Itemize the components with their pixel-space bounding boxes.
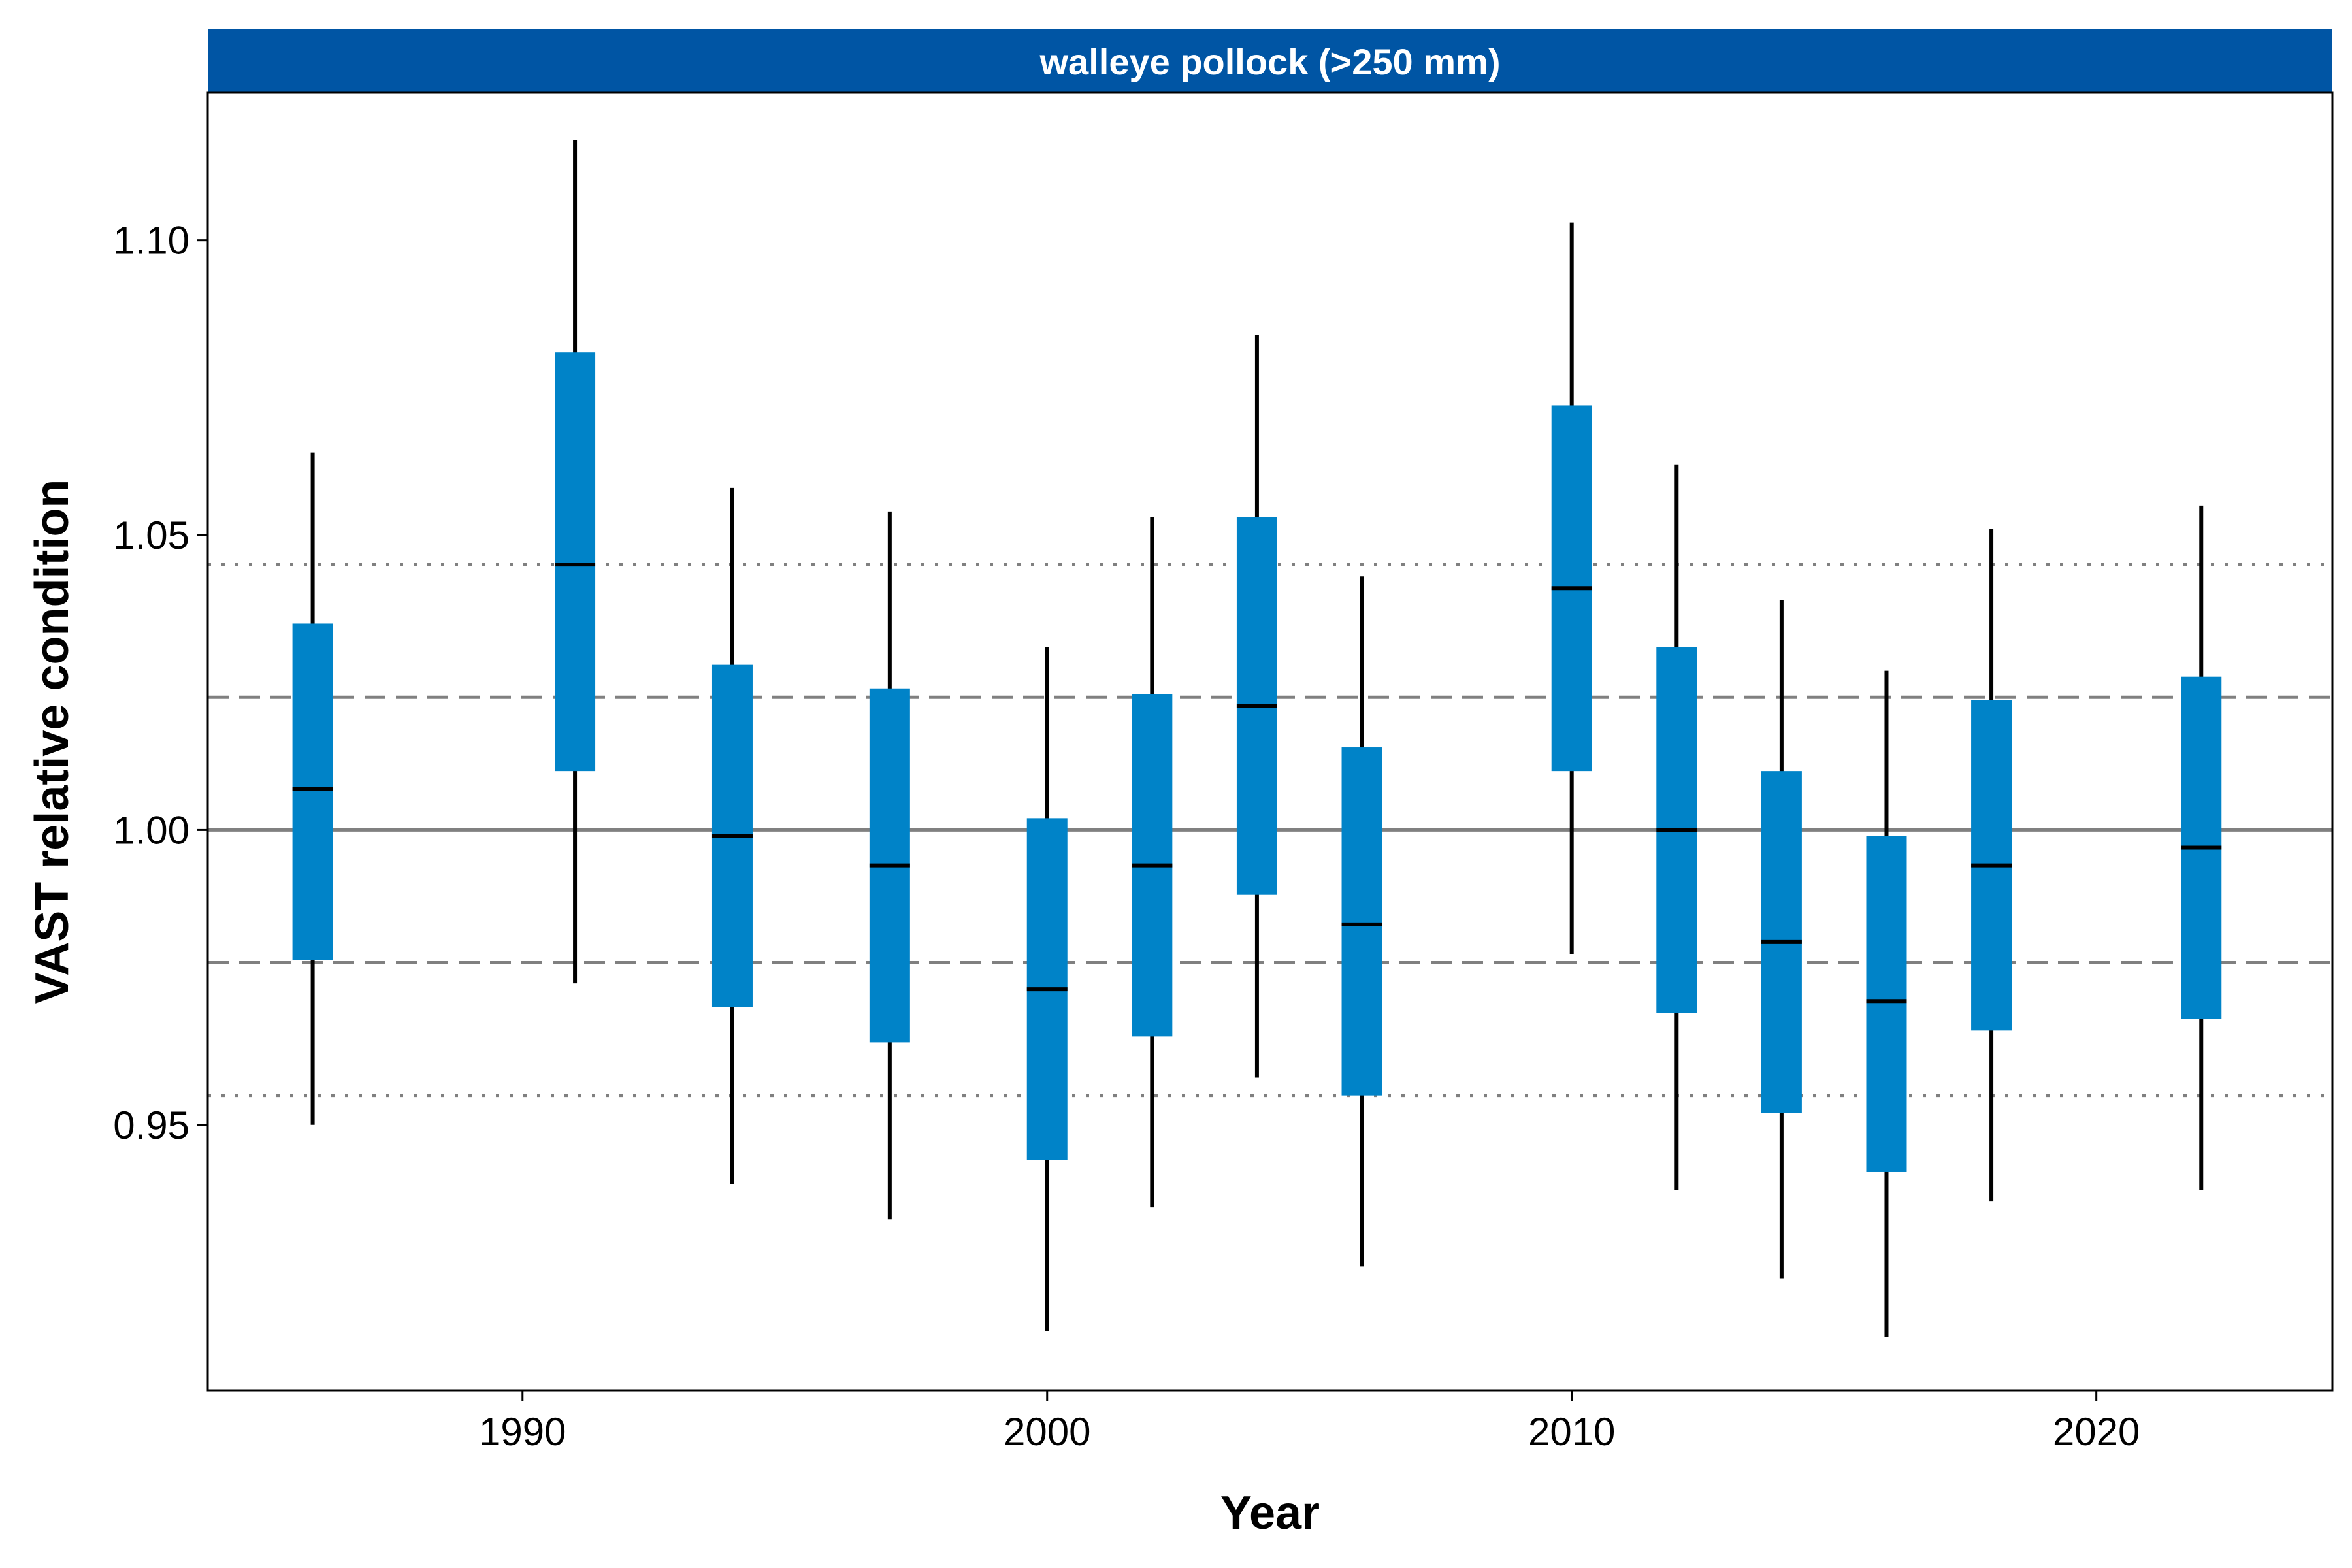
x-tick-label-2010: 2010 xyxy=(1528,1410,1615,1454)
box-1991 xyxy=(555,140,596,984)
box-2022 xyxy=(2181,505,2222,1190)
y-tick-label-0: 0.95 xyxy=(113,1103,189,1147)
y-tick-label-3: 1.10 xyxy=(113,219,189,263)
x-tick-label-2000: 2000 xyxy=(1004,1410,1090,1454)
box-1997 xyxy=(869,511,910,1220)
axes: 1990 2000 2010 2020 0.95 1.00 1.05 1.10 xyxy=(113,219,2140,1454)
data-marks xyxy=(292,140,2222,1337)
box-2014 xyxy=(1761,600,1802,1279)
box-body-1991 xyxy=(555,352,596,772)
strip-title: walleye pollock (>250 mm) xyxy=(1039,41,1501,82)
y-tick-label-1: 1.00 xyxy=(113,808,189,852)
box-2010 xyxy=(1551,222,1592,954)
x-tick-label-2020: 2020 xyxy=(2053,1410,2140,1454)
y-tick-label-2: 1.05 xyxy=(113,514,189,557)
box-body-2006 xyxy=(1341,747,1382,1096)
box-2006 xyxy=(1341,576,1382,1267)
strip-background xyxy=(208,29,2332,93)
box-2000 xyxy=(1026,647,1068,1331)
plot-panel-border xyxy=(206,91,2334,1392)
box-2016 xyxy=(1866,670,1907,1337)
box-2012 xyxy=(1656,464,1697,1190)
x-tick-label-1990: 1990 xyxy=(479,1410,566,1454)
x-axis-title: Year xyxy=(1220,1487,1320,1539)
box-1994 xyxy=(711,487,753,1184)
box-2018 xyxy=(1971,529,2012,1202)
box-1986 xyxy=(292,452,333,1125)
box-2004 xyxy=(1236,335,1277,1078)
y-axis-title: VAST relative condition xyxy=(26,480,78,1004)
box-body-1986 xyxy=(292,623,333,960)
box-2002 xyxy=(1132,517,1173,1208)
box-body-2016 xyxy=(1866,836,1907,1172)
